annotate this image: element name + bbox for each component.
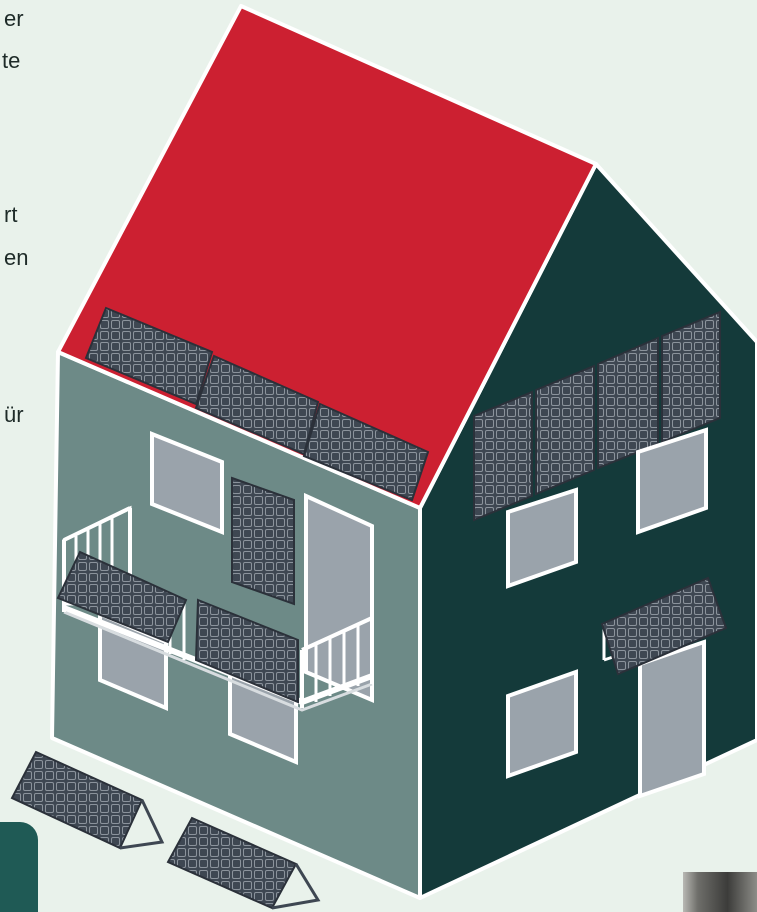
cropped-text-line: rt <box>4 202 18 227</box>
side-window <box>506 669 578 779</box>
facade-solar-panel <box>231 476 295 606</box>
front-window <box>150 431 224 535</box>
photo-thumbnail-corner <box>683 872 757 912</box>
side-window <box>636 427 708 535</box>
awning-solar-panel <box>600 576 728 676</box>
balcony-solar-panels <box>56 550 299 704</box>
side-door <box>638 639 706 799</box>
ground-solar-panel <box>166 816 321 910</box>
teal-corner-tab <box>0 822 38 912</box>
cropped-text-line: ür <box>4 402 24 427</box>
cropped-text-line: en <box>4 245 29 270</box>
ground-solar-panel <box>10 750 165 850</box>
cropped-text-line: er <box>4 6 24 31</box>
roof-solar-panels <box>84 306 430 502</box>
side-window <box>506 487 578 589</box>
cropped-text-line: te <box>2 48 21 73</box>
side-wall-solar-panels <box>473 310 721 522</box>
front-door <box>304 492 374 704</box>
